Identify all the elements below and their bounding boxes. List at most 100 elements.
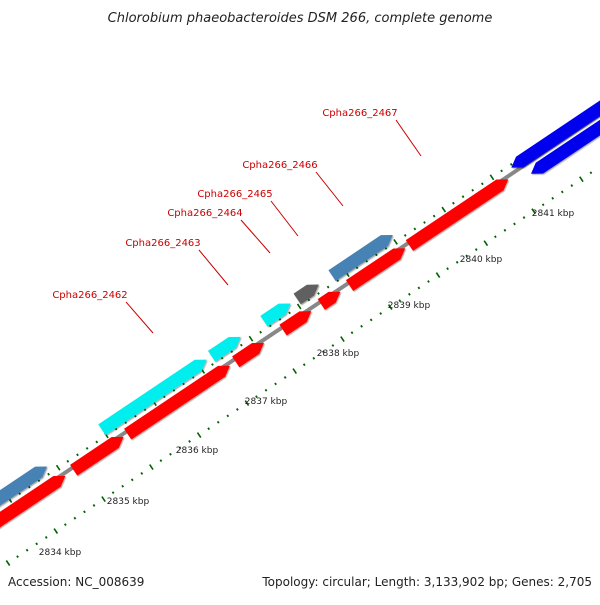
inner-tick [149, 464, 154, 470]
gene-arrow-4[interactable] [124, 365, 230, 440]
gene-arrow-9[interactable] [293, 284, 319, 305]
outer-tick [393, 238, 398, 245]
gene-label[interactable]: Cpha266_2463 [125, 238, 200, 249]
outer-tick [288, 311, 291, 315]
inner-tick [111, 491, 115, 495]
outer-tick [18, 492, 21, 495]
inner-tick [417, 286, 421, 290]
gene-arrow-14[interactable] [511, 86, 600, 168]
scale-label: 2841 kbp [532, 209, 575, 219]
inner-tick [274, 382, 277, 386]
inner-tick [350, 331, 354, 335]
gene-label-layer: Cpha266_2462 Cpha266_2463 Cpha266_2464 Cpha… [52, 108, 422, 334]
inner-tick [435, 272, 441, 279]
inner-tick [427, 280, 430, 283]
scale-label-layer: 2834 kbp 2835 kbp 2836 kbp 2837 kbp 2838 kbp… [39, 209, 575, 558]
inner-tick [494, 235, 497, 239]
outer-tick [37, 479, 41, 483]
scale-label: 2837 kbp [245, 397, 288, 407]
inner-tick [264, 388, 268, 392]
inner-tick [255, 395, 258, 399]
inner-tick [207, 427, 211, 431]
inner-tick [513, 222, 516, 226]
outer-tick [268, 324, 272, 328]
inner-tick [188, 440, 191, 443]
inner-tick [73, 516, 77, 520]
gene-label[interactable]: Cpha266_2464 [167, 208, 242, 219]
inner-tick [465, 254, 469, 258]
accession-text: Accession: NC_008639 [8, 575, 144, 589]
outer-tick [509, 163, 513, 166]
gene-label[interactable]: Cpha266_2467 [322, 108, 397, 119]
inner-tick [302, 363, 306, 367]
inner-tick [408, 292, 411, 296]
outer-tick [365, 259, 369, 263]
outer-tick [85, 446, 89, 450]
outer-tick [133, 414, 137, 418]
inner-tick [140, 472, 144, 475]
gene-arrow-5[interactable] [207, 336, 241, 362]
inner-tick [369, 318, 373, 322]
gene-arrow-1[interactable] [0, 475, 66, 559]
gene-arrow-0[interactable] [0, 466, 48, 544]
scale-label: 2834 kbp [39, 548, 82, 558]
gene-label-leader [270, 200, 299, 237]
inner-tick [169, 452, 172, 456]
inner-tick [226, 414, 230, 418]
outer-tick [191, 375, 195, 379]
inner-tick [551, 196, 555, 200]
outer-tick [355, 266, 359, 270]
inner-tick [531, 208, 536, 215]
gene-arrow-8[interactable] [279, 311, 312, 336]
outer-tick [471, 188, 475, 192]
inner-tick [16, 555, 19, 559]
scale-label: 2839 kbp [388, 301, 431, 311]
outer-tick [124, 421, 128, 424]
gene-arrow-6[interactable] [232, 342, 264, 368]
inner-tick [244, 400, 250, 407]
gene-label-leader [198, 249, 229, 286]
gene-label[interactable]: Cpha266_2466 [242, 160, 317, 171]
gene-label-leader [315, 171, 344, 207]
outer-tick [374, 253, 378, 257]
inner-tick [379, 312, 383, 315]
inner-tick [83, 510, 86, 514]
inner-tick [92, 504, 96, 507]
outer-tick [317, 292, 320, 295]
inner-tick [44, 535, 48, 539]
inner-tick [121, 484, 125, 488]
outer-tick [413, 227, 417, 231]
outer-tick [500, 169, 503, 173]
outer-tick [480, 182, 484, 186]
outer-tick [172, 388, 176, 392]
inner-tick [63, 523, 67, 527]
inner-tick [292, 368, 298, 375]
inner-tick [360, 324, 363, 328]
genome-summary-text: Topology: circular; Length: 3,133,902 bp… [261, 575, 592, 589]
gene-label[interactable]: Cpha266_2465 [197, 189, 272, 200]
inner-tick [35, 542, 39, 546]
gene-arrow-11[interactable] [328, 235, 393, 282]
inner-tick [312, 356, 316, 360]
gene-label[interactable]: Cpha266_2462 [52, 290, 127, 301]
gene-arrow-10[interactable] [317, 291, 341, 310]
gene-arrow-12[interactable] [345, 248, 406, 291]
inner-tick [216, 420, 220, 424]
gene-arrow-2[interactable] [70, 436, 124, 476]
gene-arrow-7[interactable] [260, 303, 291, 327]
gene-arrow-13[interactable] [405, 179, 509, 251]
gene-label-leader [395, 119, 422, 157]
inner-tick [159, 459, 163, 463]
gene-arrow-3[interactable] [98, 359, 207, 436]
inner-tick [387, 304, 393, 311]
scale-label: 2838 kbp [317, 349, 360, 359]
map-title: Chlorobium phaeobacteroides DSM 266, com… [108, 11, 493, 26]
outer-tick [248, 335, 254, 342]
inner-tick [589, 171, 593, 175]
gene-arrow-15[interactable] [531, 99, 600, 174]
outer-tick [432, 214, 436, 218]
inner-tick [541, 203, 545, 207]
outer-tick [211, 363, 214, 366]
